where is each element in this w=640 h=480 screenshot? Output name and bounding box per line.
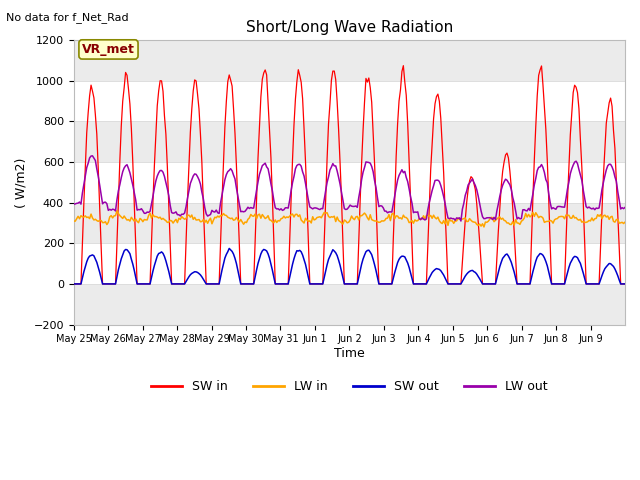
- LW out: [620, 206, 627, 212]
- Text: No data for f_Net_Rad: No data for f_Net_Rad: [6, 12, 129, 23]
- SW out: [106, 281, 113, 287]
- LW out: [89, 153, 97, 159]
- SW out: [225, 246, 233, 252]
- SW out: [89, 252, 97, 258]
- Line: SW in: SW in: [74, 66, 625, 284]
- LW out: [548, 206, 556, 212]
- SW in: [547, 240, 554, 246]
- SW in: [106, 281, 113, 287]
- Legend: SW in, LW in, SW out, LW out: SW in, LW in, SW out, LW out: [146, 375, 553, 398]
- LW out: [621, 204, 629, 210]
- LW out: [355, 195, 363, 201]
- LW in: [548, 218, 556, 224]
- LW in: [621, 219, 629, 225]
- SW out: [464, 270, 472, 276]
- SW in: [464, 187, 472, 192]
- LW out: [90, 155, 98, 161]
- LW out: [466, 180, 474, 186]
- SW out: [70, 281, 77, 287]
- LW in: [89, 215, 97, 221]
- LW out: [70, 201, 77, 207]
- Y-axis label: ( W/m2): ( W/m2): [15, 157, 28, 207]
- Line: LW out: LW out: [74, 156, 625, 221]
- X-axis label: Time: Time: [334, 347, 365, 360]
- LW in: [480, 224, 488, 230]
- LW out: [457, 218, 465, 224]
- LW out: [108, 207, 115, 213]
- LW in: [106, 214, 113, 220]
- SW out: [618, 281, 626, 287]
- Title: Short/Long Wave Radiation: Short/Long Wave Radiation: [246, 20, 453, 35]
- SW in: [621, 281, 629, 287]
- Text: VR_met: VR_met: [82, 43, 135, 56]
- LW in: [355, 217, 363, 223]
- SW in: [618, 281, 626, 287]
- SW in: [399, 63, 407, 69]
- SW out: [355, 274, 363, 280]
- Bar: [74, 284, 625, 324]
- Line: SW out: SW out: [74, 249, 625, 284]
- LW in: [113, 208, 121, 214]
- SW in: [70, 281, 77, 287]
- LW in: [620, 221, 627, 227]
- LW in: [70, 218, 77, 224]
- Bar: [74, 40, 625, 81]
- SW in: [353, 281, 361, 287]
- Line: LW in: LW in: [74, 211, 625, 227]
- LW in: [464, 218, 472, 224]
- Bar: [74, 121, 625, 162]
- SW in: [89, 88, 97, 94]
- SW out: [621, 281, 629, 287]
- SW out: [547, 275, 554, 281]
- Bar: [74, 203, 625, 243]
